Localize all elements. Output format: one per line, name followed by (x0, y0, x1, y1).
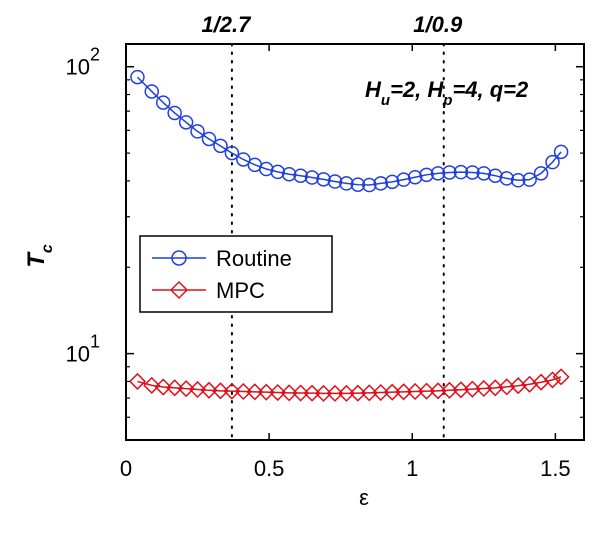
axis-ticks (125, 44, 584, 440)
top-label-1: 1/0.9 (413, 12, 463, 37)
top-label-0: 1/2.7 (201, 12, 252, 37)
x-tick-label-1: 0.5 (254, 456, 285, 481)
point-mpc-18 (337, 384, 355, 402)
point-routine-36 (545, 154, 560, 170)
point-routine-15 (304, 170, 320, 185)
point-routine-18 (339, 176, 354, 191)
point-mpc-1 (143, 376, 161, 394)
svg-text:Tc: Tc (23, 244, 56, 268)
annot-hu: H (365, 77, 382, 102)
point-routine-21 (373, 176, 389, 191)
y-axis-label-main: T (23, 251, 50, 268)
point-routine-30 (476, 166, 492, 181)
point-routine-23 (396, 172, 411, 187)
series-line-mpc (137, 376, 562, 395)
legend: Routine MPC (139, 235, 333, 313)
point-routine-35 (533, 166, 549, 181)
point-routine-31 (488, 168, 503, 183)
point-routine-11 (259, 161, 274, 177)
x-tick-label-2: 1 (406, 456, 418, 481)
point-routine-0 (130, 69, 145, 85)
point-mpc-25 (418, 382, 436, 400)
point-mpc-23 (395, 383, 413, 401)
point-routine-7 (213, 138, 228, 154)
point-routine-6 (201, 131, 217, 147)
point-mpc-15 (303, 384, 321, 402)
point-mpc-12 (269, 383, 287, 402)
point-routine-14 (293, 168, 308, 183)
point-routine-5 (190, 124, 205, 139)
x-tick-label-3: 1.5 (540, 456, 571, 481)
tick-labels: 0 0.5 1 1.5 101 102 1/2.7 1/0.9 (66, 12, 571, 481)
point-mpc-19 (349, 384, 367, 402)
point-mpc-20 (360, 384, 378, 402)
legend-mpc-label: MPC (216, 278, 265, 303)
point-routine-12 (270, 164, 285, 180)
point-routine-19 (350, 177, 366, 192)
x-tick-label-0: 0 (120, 456, 132, 481)
point-mpc-6 (200, 381, 218, 399)
point-routine-29 (465, 165, 480, 180)
legend-mpc-marker (169, 280, 189, 300)
point-routine-33 (510, 173, 526, 188)
axes-frame (125, 43, 585, 441)
point-mpc-22 (383, 383, 401, 401)
point-routine-22 (384, 174, 400, 190)
point-mpc-11 (257, 383, 275, 401)
point-mpc-13 (280, 384, 298, 402)
point-routine-34 (522, 172, 537, 187)
point-routine-32 (499, 171, 514, 186)
point-mpc-16 (314, 384, 333, 402)
y-tick-label-1: 102 (66, 45, 101, 80)
point-routine-9 (236, 152, 251, 167)
point-routine-4 (178, 115, 194, 130)
point-routine-26 (430, 166, 446, 181)
point-mpc-17 (326, 384, 344, 402)
y-axis-label-subscript: c (39, 244, 56, 253)
point-routine-3 (167, 105, 182, 121)
point-mpc-3 (166, 379, 184, 397)
point-mpc-8 (223, 382, 241, 400)
point-routine-13 (281, 166, 297, 182)
legend-routine-marker (171, 250, 187, 266)
data-series (128, 69, 570, 402)
point-mpc-36 (543, 371, 562, 389)
point-mpc-37 (552, 368, 570, 386)
point-routine-17 (327, 174, 343, 189)
point-mpc-5 (189, 380, 207, 399)
point-mpc-21 (372, 383, 390, 402)
point-mpc-0 (128, 372, 147, 390)
legend-box (139, 235, 333, 313)
point-routine-16 (316, 172, 331, 187)
point-routine-1 (144, 84, 160, 99)
point-mpc-14 (292, 384, 310, 402)
point-routine-2 (155, 95, 171, 110)
point-mpc-7 (211, 382, 230, 400)
point-mpc-9 (234, 382, 252, 401)
point-routine-27 (442, 165, 457, 180)
y-tick-label-0: 101 (66, 332, 101, 367)
point-mpc-4 (177, 380, 195, 398)
annot-hp-rest: =4, q=2 (452, 77, 529, 102)
point-mpc-24 (406, 382, 424, 401)
annot-hu-sub: u (381, 92, 390, 109)
annot-hp: H (427, 77, 444, 102)
y-axis-label: Tc (23, 244, 56, 268)
x-axis-label: ε (359, 485, 369, 510)
point-mpc-10 (246, 383, 264, 401)
point-routine-28 (453, 164, 469, 180)
legend-routine-label: Routine (216, 246, 292, 271)
point-mpc-2 (154, 378, 172, 396)
point-routine-25 (419, 167, 434, 183)
point-routine-20 (362, 177, 377, 193)
annot-hp-sub: p (442, 92, 452, 109)
parameter-annotation: Hu=2, Hp=4, q=2 (365, 77, 529, 109)
point-routine-8 (224, 145, 240, 161)
point-routine-37 (553, 144, 569, 160)
annot-hu-rest: =2, (390, 77, 427, 102)
point-routine-24 (407, 169, 423, 185)
